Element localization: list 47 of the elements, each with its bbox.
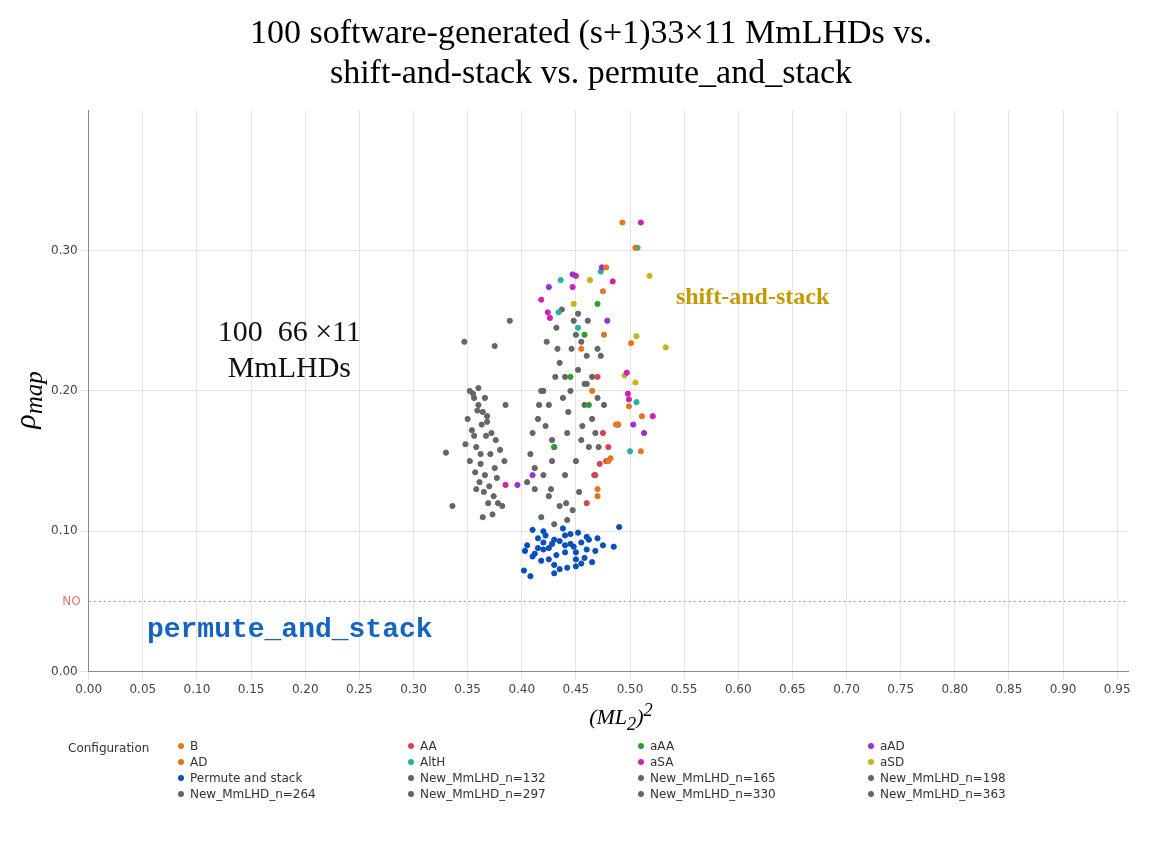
x-tick-label: 0.70: [833, 681, 860, 696]
y-tick-label: 0.20: [51, 383, 78, 398]
x-tick-label: 0.10: [183, 681, 211, 696]
legend-label: aSA: [650, 754, 674, 769]
y-tick-label: 0.30: [51, 242, 78, 257]
legend-label: AltH: [420, 754, 446, 769]
x-tick-label: 0.95: [1103, 681, 1131, 696]
x-tick-label: 0.05: [129, 681, 157, 696]
legend-title: Configuration: [68, 739, 151, 757]
legend-label: New_MmLHD_n=198: [880, 770, 1006, 785]
ref-line-label: NO: [62, 593, 81, 608]
legend-label: AA: [420, 738, 437, 753]
legend-label: Permute and stack: [190, 770, 303, 785]
x-tick-label: 0.40: [508, 681, 536, 696]
x-tick-label: 0.75: [887, 681, 915, 696]
x-tick-label: 0.90: [1049, 681, 1077, 696]
x-tick-label: 0.20: [291, 681, 319, 696]
x-tick-label: 0.85: [995, 681, 1023, 696]
legend-label: New_MmLHD_n=297: [420, 786, 546, 801]
annotation: shift-and-stack: [675, 283, 830, 310]
chart-title: 100 software-generated (s+1)33×11 MmLHDs vs. shift-and-stack vs. permute_and_stack: [249, 12, 933, 92]
legend-label: aAA: [650, 738, 675, 753]
legend-label: New_MmLHD_n=132: [420, 770, 546, 785]
x-tick-label: 0.00: [75, 681, 103, 696]
legend-label: aSD: [880, 754, 905, 769]
x-tick-label: 0.30: [400, 681, 427, 696]
y-tick-label: 0.10: [51, 523, 78, 538]
legend-label: New_MmLHD_n=330: [650, 786, 776, 801]
x-axis-title: (ML$_{2}$)$^{2}$: [588, 700, 654, 735]
legend-label: New_MmLHD_n=165: [650, 770, 776, 785]
x-tick-label: 0.25: [346, 681, 373, 696]
x-tick-label: 0.80: [941, 681, 969, 696]
legend-label: New_MmLHD_n=363: [880, 786, 1006, 801]
x-tick-label: 0.50: [616, 681, 644, 696]
x-tick-label: 0.55: [670, 681, 698, 696]
x-tick-label: 0.65: [779, 681, 806, 696]
legend-label: aAD: [880, 738, 905, 753]
legend-label: B: [190, 738, 199, 753]
x-tick-label: 0.60: [724, 681, 752, 696]
x-tick-label: 0.45: [562, 681, 590, 696]
y-tick-label: 0.00: [51, 663, 78, 678]
legend-label: New_MmLHD_n=264: [190, 786, 316, 801]
x-tick-label: 0.15: [237, 681, 265, 696]
legend-label: AD: [190, 754, 208, 769]
x-tick-label: 0.35: [454, 681, 481, 696]
annotation: permute_and_stack: [146, 613, 433, 645]
annotation: 100 66 ×11 MmLHDs: [217, 314, 361, 384]
